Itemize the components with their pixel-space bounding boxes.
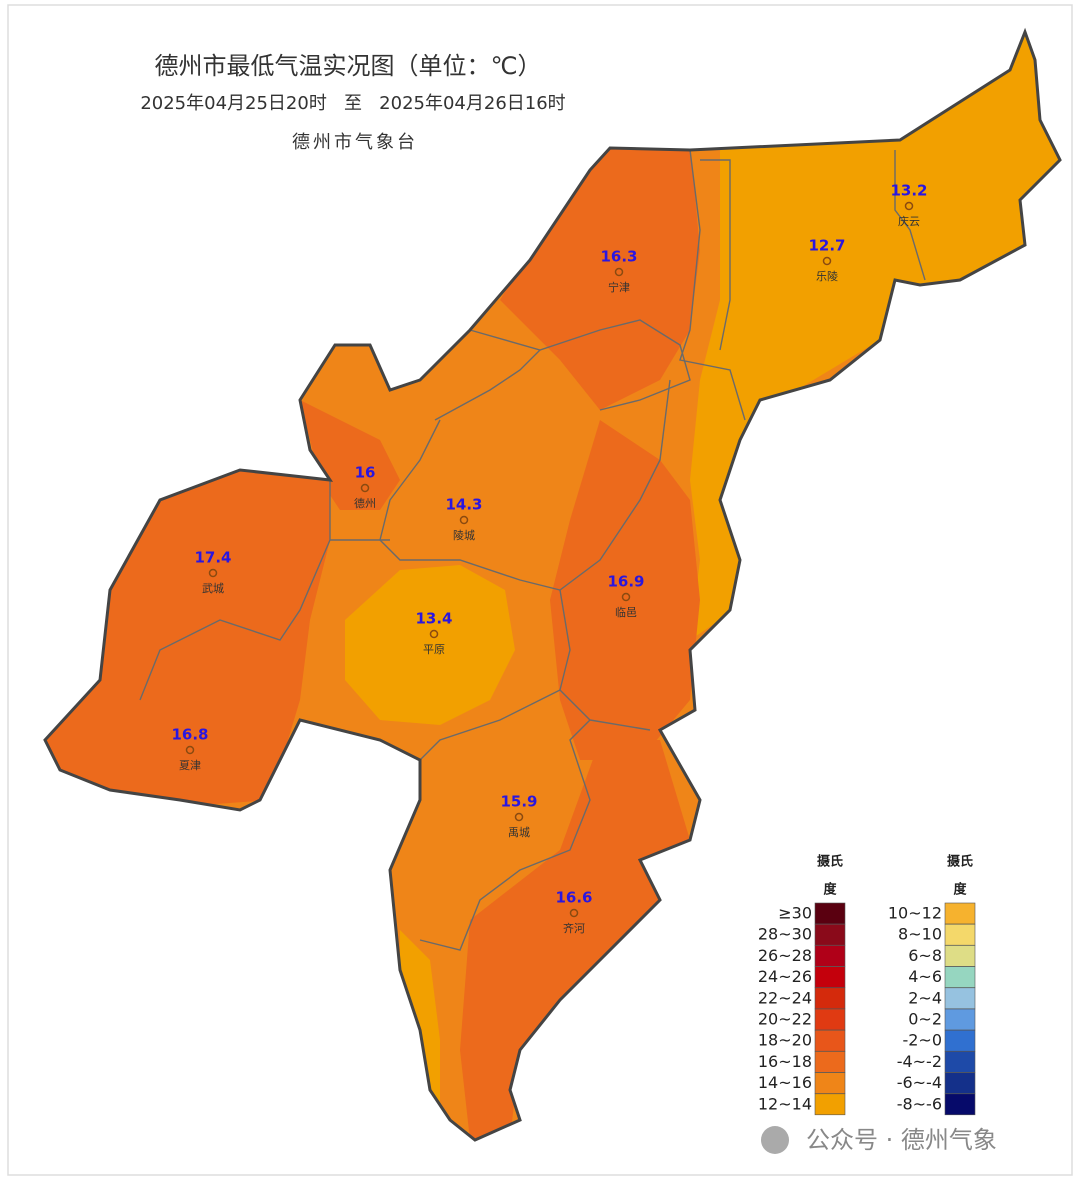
- zone-16-18: [460, 740, 690, 1140]
- station-value: 16.6: [555, 889, 592, 907]
- watermark-group: 公众号 · 德州气象: [761, 1126, 997, 1154]
- title: 德州市最低气温实况图（单位：℃）: [155, 52, 542, 80]
- legend-label: 2~4: [908, 988, 942, 1007]
- legend-label: 24~26: [758, 967, 812, 986]
- legend-swatch: [814, 923, 846, 946]
- station-value: 13.4: [415, 610, 452, 628]
- legend-title: 度: [823, 882, 837, 898]
- legend-swatch: [944, 902, 976, 925]
- station-value: 14.3: [445, 496, 482, 514]
- station-dot: [621, 592, 631, 602]
- station-value: 15.9: [500, 793, 537, 811]
- legend-label: 22~24: [758, 988, 812, 1007]
- source: 德州市气象台: [292, 132, 418, 153]
- legend-label: 8~10: [898, 925, 942, 944]
- legend-label: -8~-6: [897, 1094, 942, 1113]
- legend-label: 26~28: [758, 946, 812, 965]
- station-value: 16.9: [607, 573, 644, 591]
- station-dot: [429, 629, 439, 639]
- legend-swatch: [944, 1029, 976, 1052]
- legend-swatch: [944, 1008, 976, 1031]
- station-value: 17.4: [194, 549, 231, 567]
- legend-swatch: [944, 966, 976, 988]
- legend-swatch: [944, 1072, 976, 1094]
- legend-swatch: [944, 1051, 976, 1073]
- station-dot: [514, 812, 524, 822]
- legend-title: 度: [953, 882, 967, 898]
- station-name: 武城: [202, 582, 224, 595]
- station-name: 陵城: [453, 529, 475, 542]
- station-name: 齐河: [563, 921, 585, 935]
- legend-label: 10~12: [888, 904, 942, 923]
- legend-label: 0~2: [908, 1010, 942, 1029]
- legend: 摄氏度 ≥30 28~30 26~28 24~26 22~24 20~22 18~20 16~1…: [758, 854, 976, 1116]
- station-dot: [208, 568, 218, 578]
- legend-swatch: [814, 987, 846, 1010]
- station-name: 乐陵: [816, 270, 838, 283]
- legend-label: 16~18: [758, 1052, 812, 1071]
- legend-label: -4~-2: [897, 1052, 942, 1071]
- station-name: 宁津: [608, 280, 630, 294]
- legend-swatch: [814, 1008, 846, 1031]
- zone-16-18: [300, 400, 400, 510]
- legend-swatch: [814, 1072, 846, 1094]
- station-name: 禹城: [508, 826, 530, 839]
- station-dot: [904, 201, 914, 211]
- legend-label: ≥30: [778, 904, 812, 923]
- zone-16-18: [550, 420, 700, 760]
- legend-label: -2~0: [902, 1031, 942, 1050]
- station-dot: [459, 515, 469, 525]
- legend-label: -6~-4: [897, 1073, 942, 1092]
- legend-label: 12~14: [758, 1094, 812, 1113]
- station-name: 德州: [354, 496, 376, 510]
- station-dot: [614, 267, 624, 277]
- station-name: 平原: [423, 643, 445, 656]
- legend-label: 20~22: [758, 1010, 812, 1029]
- legend-swatch: [944, 923, 976, 946]
- station-dot: [185, 745, 195, 755]
- station-name: 临邑: [615, 605, 637, 619]
- legend-title: 摄氏: [817, 854, 843, 870]
- legend-label: 28~30: [758, 925, 812, 944]
- station-dot: [360, 483, 370, 493]
- station-value: 16.3: [600, 248, 637, 266]
- station-name: 庆云: [898, 214, 920, 228]
- station-dot: [822, 256, 832, 266]
- station-dot: [569, 908, 579, 918]
- legend-label: 18~20: [758, 1031, 812, 1050]
- subtitle: 2025年04月25日20时 至 2025年04月26日16时: [140, 93, 565, 114]
- stations: 16.3 宁津 13.2 庆云 12.7 乐陵 16 德州 14.3 陵城 17.4 武城 16.9 临邑…: [171, 182, 927, 936]
- legend-swatch: [944, 945, 976, 967]
- legend-label: 6~8: [908, 946, 942, 965]
- watermark: 公众号 · 德州气象: [806, 1126, 997, 1154]
- legend-swatch: [814, 902, 846, 925]
- legend-swatch: [814, 945, 846, 967]
- legend-label: 4~6: [908, 967, 942, 986]
- legend-swatch: [814, 1029, 846, 1052]
- legend-swatch: [944, 1093, 976, 1116]
- county-borders: [139, 149, 926, 951]
- station-name: 夏津: [179, 759, 201, 772]
- legend-swatch: [814, 1051, 846, 1073]
- station-value: 16: [355, 464, 376, 482]
- station-value: 13.2: [890, 182, 927, 200]
- legend-swatch: [944, 987, 976, 1010]
- legend-label: 14~16: [758, 1073, 812, 1092]
- wechat-icon: [761, 1126, 789, 1154]
- legend-title: 摄氏: [947, 854, 973, 870]
- zone-16-18: [500, 130, 700, 410]
- station-value: 12.7: [808, 237, 845, 255]
- legend-swatch: [814, 966, 846, 988]
- zone-12-14: [345, 565, 515, 725]
- legend-swatch: [814, 1093, 846, 1116]
- station-value: 16.8: [171, 726, 208, 744]
